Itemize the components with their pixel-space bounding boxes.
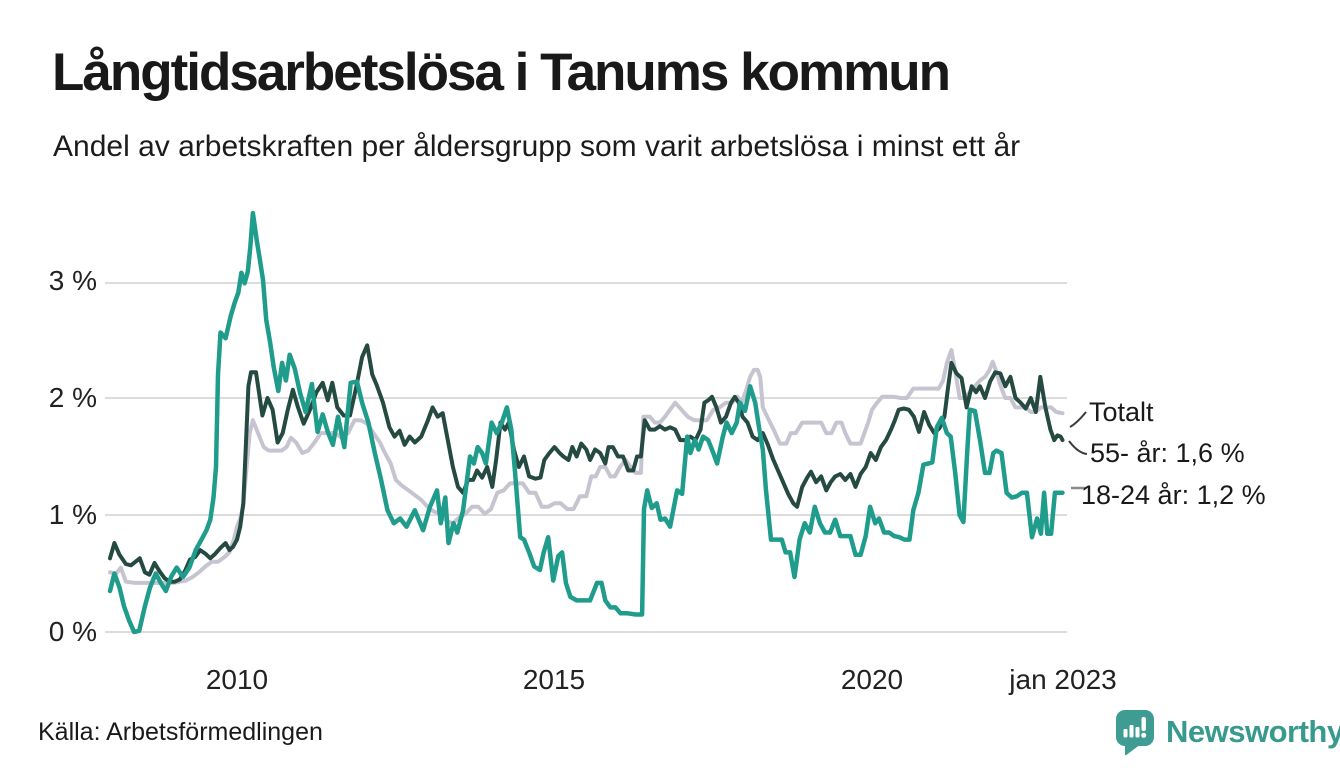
y-tick-0: 0 % <box>49 616 97 647</box>
brand-logo: Newsworthy <box>1115 708 1340 756</box>
x-tick-2010: 2010 <box>206 664 268 695</box>
annotation-55: 55- år: 1,6 % <box>1090 438 1245 468</box>
series-line-18-24-år <box>107 210 1065 635</box>
y-tick-3: 3 % <box>49 265 97 296</box>
newsworthy-speech-bubble-bar-chart-icon <box>1116 710 1154 756</box>
chart-subtitle: Andel av arbetskraften per åldersgrupp s… <box>53 130 1021 163</box>
x-tick-2015: 2015 <box>523 664 585 695</box>
annotation-totalt: Totalt <box>1089 397 1154 427</box>
series-line-totalt <box>108 348 1065 585</box>
series-lines <box>107 210 1065 635</box>
annotation-connectors <box>1068 411 1088 490</box>
x-tick-2020: 2020 <box>841 664 903 695</box>
series-line-55--år <box>108 343 1065 584</box>
brand-wordmark: Newsworthy <box>1166 714 1340 749</box>
annotation-18-24: 18-24 år: 1,2 % <box>1081 480 1266 510</box>
page-title: Långtidsarbetslösa i Tanums kommun <box>52 43 951 102</box>
x-tick-jan-2023: jan 2023 <box>1008 664 1116 695</box>
series-annotations: Totalt 55- år: 1,6 % 18-24 år: 1,2 % <box>1081 397 1266 510</box>
x-axis-labels: 2010 2015 2020 jan 2023 <box>206 664 1117 695</box>
y-tick-2: 2 % <box>49 382 97 413</box>
totalt-connector-line <box>1069 411 1087 428</box>
y-axis-labels: 0 % 1 % 2 % 3 % <box>49 265 97 647</box>
55-connector-line <box>1068 440 1088 455</box>
source-note: Källa: Arbetsförmedlingen <box>38 718 323 746</box>
y-tick-1: 1 % <box>49 499 97 530</box>
